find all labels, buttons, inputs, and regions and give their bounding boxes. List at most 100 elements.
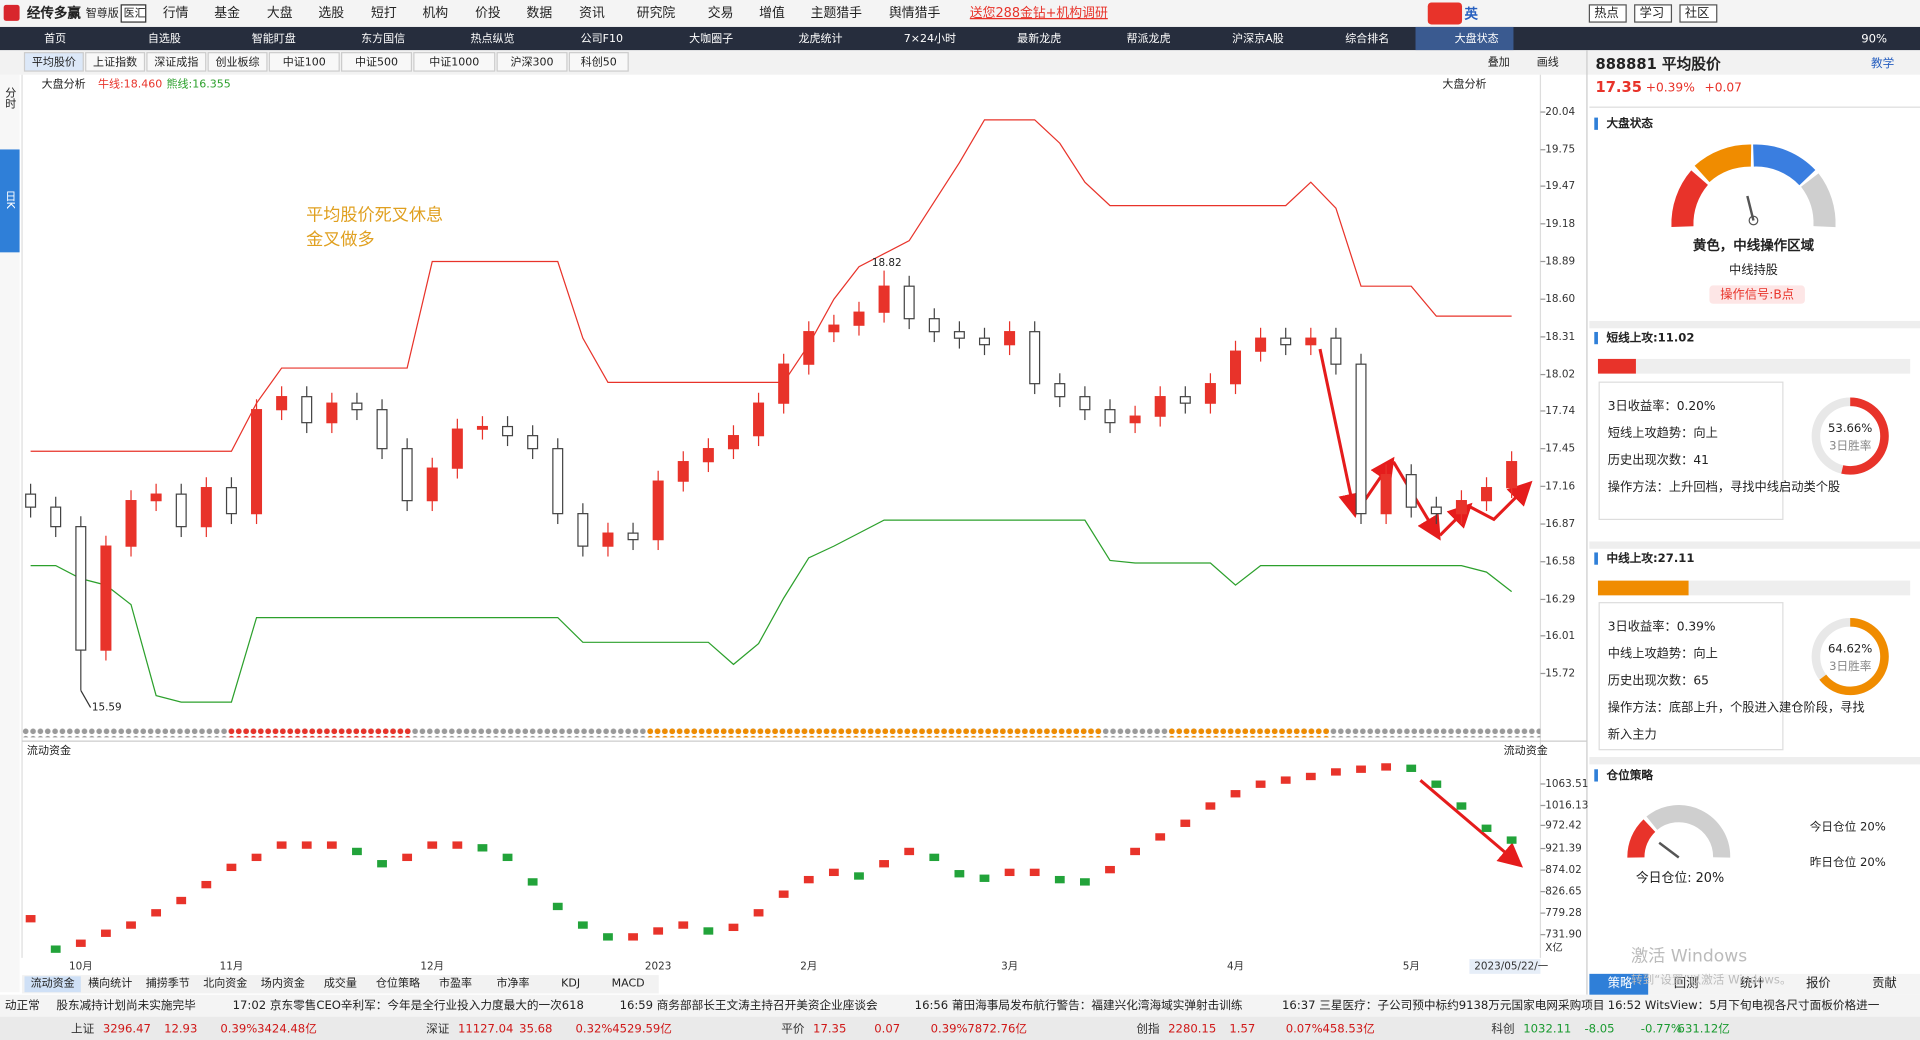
side-tab[interactable]: 日K [4, 191, 17, 210]
tab[interactable]: 最新龙虎 [1017, 31, 1061, 45]
candle-body [225, 487, 237, 515]
index-tab[interactable] [413, 52, 496, 72]
x-tick-label: 12月 [420, 961, 444, 973]
tab[interactable]: 帮派龙虎 [1127, 32, 1171, 45]
index-tab-label[interactable]: 上证指数 [93, 54, 137, 68]
tab[interactable]: 智能盯盘 [252, 31, 296, 45]
index-tab-label[interactable]: 中证1000 [429, 55, 479, 68]
candle-body [727, 435, 739, 450]
promo[interactable]: 送您288金钻+机构调研 [970, 5, 1108, 21]
tab[interactable]: 热点纵览 [470, 31, 514, 45]
menu-item[interactable]: 行情 [163, 6, 189, 21]
news-item[interactable]: 16:59 商务部部长王文涛主持召开美资企业座谈会 [620, 998, 878, 1012]
tab[interactable]: 沪深京A股 [1232, 31, 1284, 45]
panel-tab[interactable]: 回测 [1674, 976, 1698, 990]
bottom-tab[interactable]: 场内资金 [261, 976, 305, 990]
tab[interactable]: 公司F10 [581, 32, 623, 45]
panel-tab[interactable]: 贡献 [1872, 975, 1896, 990]
candle-body [1230, 350, 1242, 385]
side-tab[interactable]: 分时 [4, 87, 17, 109]
toolbar-button[interactable]: 叠加 [1488, 55, 1510, 68]
news-item[interactable]: 16:56 莆田海事局发布航行警告：福建兴化湾海域实弹射击训练 [915, 998, 1243, 1012]
bottom-tab[interactable]: 横向统计 [88, 976, 132, 990]
index-tab[interactable] [341, 52, 413, 72]
panel-tab[interactable]: 报价 [1806, 975, 1830, 990]
news-item[interactable]: 16:52 WitsView：5月下旬电视各尺寸面板价格进一 [1608, 998, 1880, 1012]
index-tab[interactable] [207, 52, 268, 72]
flow-step [979, 874, 990, 882]
panel-tab[interactable]: 统计 [1740, 976, 1764, 990]
index-tab-label[interactable]: 平均股价 [32, 55, 76, 68]
news-item[interactable]: 16:37 三星医疗：子公司预中标约9138万元国家电网采购项目 [1282, 998, 1604, 1012]
menu-item[interactable]: 研究院 [637, 6, 676, 21]
index-tab-label[interactable]: 中证500 [355, 55, 398, 68]
top-button-label[interactable]: 学习 [1640, 5, 1664, 20]
date-box [1469, 959, 1541, 974]
flow-step [1080, 878, 1090, 886]
index-tab[interactable] [146, 52, 207, 72]
bottom-tab[interactable]: 市净率 [497, 976, 530, 990]
section-heading: 大盘状态 [1607, 116, 1654, 130]
menu-item[interactable]: 大盘 [267, 5, 293, 21]
x-tick-label: 11月 [220, 961, 244, 973]
index-tab[interactable] [496, 52, 568, 72]
tab[interactable]: 大咖圈子 [689, 31, 733, 45]
stat-line: 3日收益率：0.39% [1608, 619, 1716, 634]
bottom-tab[interactable]: 仓位策略 [376, 976, 420, 990]
top-button[interactable] [1588, 4, 1627, 23]
bottom-tab[interactable]: 成交量 [324, 976, 357, 990]
menu-item[interactable]: 价投 [475, 5, 501, 21]
menu-item[interactable]: 舆情猎手 [889, 6, 941, 21]
index-tab[interactable] [23, 52, 84, 72]
menu-item[interactable]: 增值 [759, 5, 785, 21]
position-today-gauge: 今日仓位: 20% [1636, 870, 1724, 886]
menu-item[interactable]: 数据 [527, 6, 553, 21]
menu-item[interactable]: 短打 [371, 6, 397, 21]
menu-item[interactable]: 主题猎手 [811, 6, 863, 21]
bottom-tab[interactable]: 北向资金 [203, 976, 247, 990]
news-item[interactable]: 17:02 京东零售CEO辛利军：今年是全行业投入力度最大的一次618 [233, 998, 584, 1012]
bottom-tab[interactable]: 捕捞季节 [146, 976, 190, 990]
top-button-label[interactable]: 热点 [1594, 6, 1618, 20]
index-tab-label[interactable]: 科创50 [581, 54, 617, 68]
news-item[interactable]: 股东减持计划尚未实施完毕 [56, 998, 196, 1012]
top-button[interactable] [1679, 4, 1718, 23]
menu-item[interactable]: 交易 [708, 5, 734, 21]
panel-title: 888881 平均股价 [1596, 55, 1721, 73]
index-tab-label[interactable]: 中证100 [283, 55, 326, 68]
tab[interactable]: 综合排名 [1345, 31, 1389, 45]
search-logo[interactable] [1427, 2, 1463, 25]
index-tab[interactable] [85, 52, 146, 72]
top-button[interactable] [1634, 4, 1673, 23]
search-lang[interactable]: 英 [1463, 6, 1478, 23]
bottom-tab[interactable]: 流动资金 [31, 976, 75, 990]
menu-item[interactable]: 选股 [318, 6, 344, 21]
status-cell: 4529.59亿 [612, 1021, 672, 1035]
flow-step [126, 921, 136, 929]
menu-item[interactable]: 资讯 [579, 6, 605, 21]
toolbar-button[interactable]: 画线 [1537, 54, 1559, 68]
status-cell: 17.35 [813, 1021, 846, 1035]
zoom[interactable]: 90% [1861, 32, 1887, 46]
tab[interactable]: 首页 [44, 31, 66, 45]
index-tab-label[interactable]: 深证成指 [154, 54, 198, 68]
index-tab-label[interactable]: 创业板综 [216, 54, 260, 68]
tab[interactable]: 自选股 [148, 32, 181, 45]
tab[interactable]: 7×24小时 [904, 32, 956, 45]
teach-link[interactable]: 教学 [1871, 56, 1894, 70]
signal-dots [227, 727, 412, 738]
panel-tab[interactable]: 策略 [1608, 975, 1633, 990]
tab[interactable]: 东方国信 [361, 31, 405, 45]
tab[interactable]: 龙虎统计 [798, 32, 842, 45]
index-tab-label[interactable]: 沪深300 [511, 54, 554, 68]
index-tab[interactable] [568, 52, 629, 72]
stat-line: 历史出现次数：65 [1608, 673, 1709, 688]
tab[interactable]: 大盘状态 [1455, 31, 1499, 45]
index-tab[interactable] [268, 52, 340, 72]
menu-item[interactable]: 机构 [422, 6, 448, 21]
bottom-tab[interactable]: KDJ [561, 977, 580, 990]
bottom-tab[interactable]: MACD [612, 977, 645, 990]
bottom-tab[interactable]: 市盈率 [439, 976, 472, 990]
menu-item[interactable]: 基金 [214, 5, 240, 21]
top-button-label[interactable]: 社区 [1685, 5, 1709, 20]
